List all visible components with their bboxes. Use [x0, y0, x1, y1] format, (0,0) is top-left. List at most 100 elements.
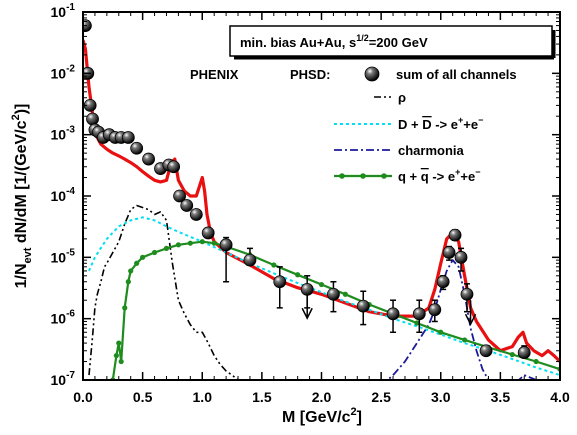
- series-layer: [83, 39, 560, 380]
- data-point: [180, 199, 194, 212]
- legend-label: D + D -> e++e−: [398, 115, 483, 132]
- x-tick-label: 0.0: [73, 389, 93, 405]
- series-marker: [151, 249, 158, 256]
- series-line: [88, 204, 239, 380]
- series-marker: [125, 279, 131, 285]
- data-point: [142, 152, 155, 166]
- series-line: [111, 240, 560, 380]
- x-tick-label: 1.5: [252, 389, 272, 405]
- data-point: [479, 344, 493, 358]
- y-axis-title: 1/Nevt dN/dM [1/(GeV/c2)]: [10, 104, 34, 289]
- legend: min. bias Au+Au, s1/2=200 GeV PHENIX PHSD:…: [190, 25, 556, 184]
- series-marker: [128, 268, 134, 274]
- data-point: [201, 226, 215, 240]
- legend-entry: sum of all channels: [364, 66, 517, 82]
- data-point: [121, 131, 135, 144]
- series-marker: [318, 281, 325, 288]
- plot-frame: [82, 11, 561, 381]
- experiment-label: PHENIX: [190, 67, 239, 82]
- series-marker: [122, 305, 128, 311]
- axis-labels-layer: 0.0 0.5 1.0 1.5 2.0 2.5 3.0 3.5 4.0 10-1 10-2 10-3 1…: [10, 2, 570, 426]
- x-tick-label: 2.0: [312, 389, 332, 405]
- x-tick-label: 3.5: [491, 389, 511, 405]
- y-tick-label: 10-2: [51, 63, 76, 81]
- data-point: [442, 246, 456, 259]
- legend-entry: ρ: [374, 90, 406, 105]
- series-marker: [533, 358, 539, 365]
- data-point: [243, 253, 257, 267]
- data-point: [436, 275, 450, 289]
- legend-label: q + q -> e++e−: [398, 167, 480, 184]
- series-marker: [462, 337, 468, 343]
- upper-limit-arrow: [464, 313, 477, 326]
- series-marker: [140, 254, 146, 260]
- y-tick-label: 10-1: [51, 2, 76, 20]
- data-point: [517, 346, 531, 359]
- series-marker: [211, 240, 217, 246]
- model-label: PHSD:: [290, 67, 330, 82]
- data-point: [86, 112, 99, 126]
- data-point: [273, 275, 287, 289]
- series-line: [83, 39, 560, 363]
- plot-frame-layer: [82, 11, 561, 381]
- legend-entry: charmonia: [334, 143, 465, 158]
- data-point: [412, 307, 426, 321]
- series-marker: [271, 262, 277, 268]
- legend-label: charmonia: [398, 143, 465, 158]
- y-tick-label: 10-7: [51, 370, 76, 388]
- upper-limit-arrow: [301, 307, 313, 320]
- series-marker: [134, 260, 140, 266]
- y-tick-label: 10-6: [51, 309, 76, 327]
- series-marker: [438, 329, 444, 335]
- y-tick-label: 10-3: [51, 125, 76, 143]
- legend-sample-marker: [381, 173, 387, 179]
- data-point: [460, 287, 474, 301]
- x-axis-title: M [GeV/c2]: [282, 406, 362, 426]
- series-marker: [199, 239, 205, 245]
- legend-label: sum of all channels: [396, 67, 517, 82]
- x-tick-label: 4.0: [550, 389, 570, 405]
- chart-title: min. bias Au+Au, s1/2=200 GeV: [240, 33, 428, 50]
- data-point: [173, 189, 186, 203]
- series-marker: [163, 245, 170, 251]
- y-tick-label: 10-5: [51, 247, 76, 265]
- series-line: [386, 259, 539, 380]
- data-point: [454, 250, 468, 264]
- data-point: [386, 307, 400, 321]
- y-tick-label: 10-4: [51, 186, 76, 204]
- data-point: [189, 208, 203, 221]
- series-marker: [342, 291, 348, 297]
- x-tick-label: 3.0: [431, 389, 451, 405]
- data-point: [167, 160, 181, 174]
- series-marker: [118, 358, 124, 365]
- legend-sample-marker: [339, 173, 345, 179]
- data-point: [356, 299, 370, 313]
- data-point: [83, 19, 92, 33]
- series-marker: [414, 320, 420, 326]
- data-point: [219, 238, 233, 252]
- x-tick-label: 2.5: [371, 389, 391, 405]
- legend-marker: [364, 66, 380, 82]
- data-point: [130, 141, 144, 155]
- series-marker: [113, 352, 119, 359]
- legend-sample-marker: [360, 173, 366, 179]
- x-tick-label: 0.5: [133, 389, 153, 405]
- legend-entry: q + q -> e++e−: [334, 167, 480, 184]
- legend-label: ρ: [398, 90, 406, 105]
- data-points-layer: [83, 19, 531, 359]
- series-marker: [175, 242, 181, 248]
- title-box: [229, 25, 553, 57]
- data-point: [428, 303, 442, 317]
- legend-entry: D + D -> e++e−: [334, 115, 483, 132]
- x-tick-label: 1.0: [193, 389, 213, 405]
- series-marker: [295, 272, 301, 278]
- data-point: [448, 228, 462, 242]
- series-marker: [187, 240, 193, 246]
- series-marker: [509, 351, 515, 358]
- series-marker: [116, 340, 122, 346]
- data-point: [327, 287, 340, 301]
- series-line: [88, 216, 560, 377]
- data-point: [300, 283, 314, 296]
